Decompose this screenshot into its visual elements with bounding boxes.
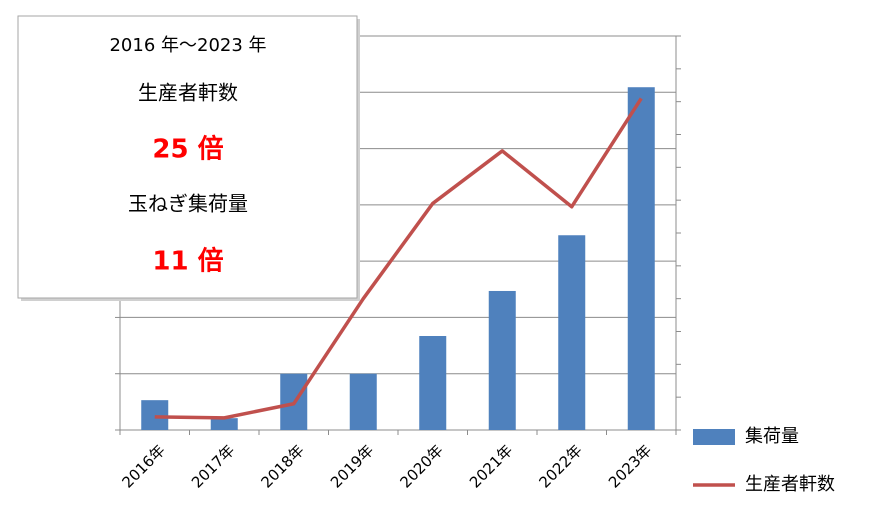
annotation-text: 玉ねぎ集荷量 — [128, 192, 248, 216]
annotation-text: 生産者軒数 — [138, 81, 238, 105]
x-tick-label: 2022年 — [535, 441, 585, 491]
bar — [349, 373, 377, 430]
bar — [419, 336, 447, 430]
x-tick-label: 2021年 — [466, 441, 516, 491]
x-tick-label: 2017年 — [188, 441, 238, 491]
annotation-text: 25 倍 — [152, 134, 223, 165]
x-tick-label: 2019年 — [327, 441, 377, 491]
bar — [558, 235, 586, 430]
x-tick-label: 2023年 — [605, 441, 655, 491]
bar — [210, 418, 238, 430]
bar — [141, 400, 169, 430]
annotation-text: 2016 年～2023 年 — [109, 35, 266, 56]
bar — [488, 290, 516, 430]
x-tick-label: 2018年 — [257, 441, 307, 491]
legend-swatch — [693, 429, 735, 445]
x-tick-label: 2016年 — [118, 441, 168, 491]
x-tick-label: 2020年 — [396, 441, 446, 491]
legend-label: 生産者軒数 — [745, 474, 835, 495]
annotation-box — [17, 15, 358, 299]
legend-label: 集荷量 — [745, 426, 799, 447]
annotation-text: 11 倍 — [152, 246, 223, 277]
bar — [627, 87, 655, 430]
line — [154, 97, 643, 420]
